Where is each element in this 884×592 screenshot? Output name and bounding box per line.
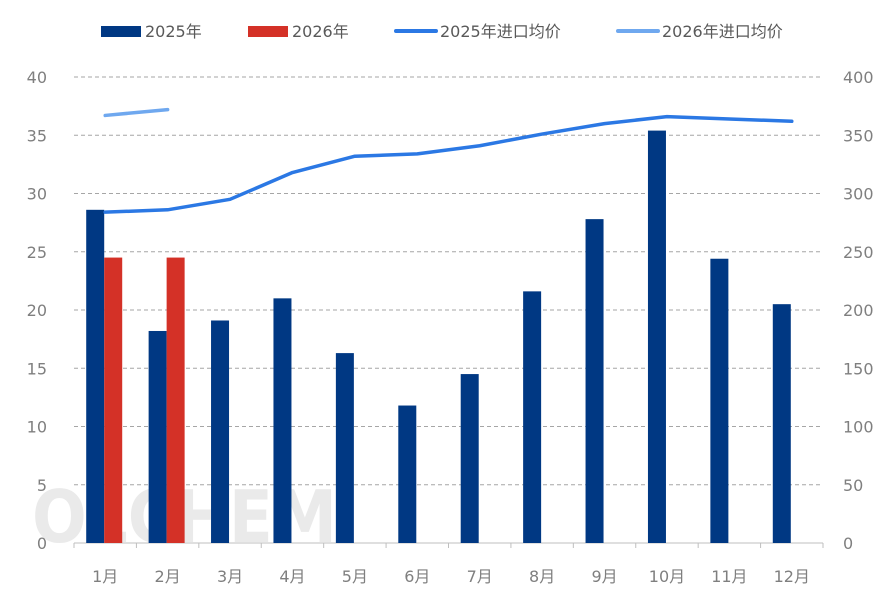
axes <box>73 542 824 548</box>
x-tick-label: 3月 <box>217 567 243 586</box>
gridlines <box>74 76 823 486</box>
bar-2025 <box>211 320 230 543</box>
x-tick-label: 8月 <box>529 567 555 586</box>
x-tick-label: 7月 <box>467 567 493 586</box>
y-left-tick-label: 5 <box>37 476 47 495</box>
bar-2025 <box>460 374 479 543</box>
y-left-tick-label: 10 <box>27 418 47 437</box>
bar-2026 <box>166 257 185 543</box>
x-tick-label: 9月 <box>591 567 617 586</box>
legend-swatch-1 <box>248 26 288 37</box>
y-right-tick-label: 100 <box>843 418 874 437</box>
legend-label-1: 2026年 <box>292 22 349 41</box>
bar-2026 <box>104 257 123 543</box>
bar-2025 <box>335 353 354 543</box>
y-right-tick-label: 250 <box>843 243 874 262</box>
bars <box>86 130 791 543</box>
x-tick-label: 2月 <box>155 567 181 586</box>
bar-2025 <box>523 291 542 543</box>
bar-2025 <box>273 298 292 543</box>
y-right-tick-label: 50 <box>843 476 863 495</box>
bar-2025 <box>148 330 167 543</box>
bar-2025 <box>585 219 604 543</box>
line-2026-price <box>103 107 170 118</box>
y-right-tick-label: 150 <box>843 359 874 378</box>
bar-2025 <box>710 258 729 543</box>
y-right-tick-label: 200 <box>843 301 874 320</box>
lines <box>103 107 794 214</box>
y-left-tick-label: 30 <box>27 185 47 204</box>
x-tick-label: 12月 <box>774 567 810 586</box>
bar-2025 <box>647 130 666 543</box>
tick-labels: 0510152025303540050100150200250300350400… <box>27 68 874 586</box>
legend-label-2: 2025年进口均价 <box>440 22 561 41</box>
y-left-tick-label: 25 <box>27 243 47 262</box>
x-tick-label: 6月 <box>404 567 430 586</box>
y-left-tick-label: 15 <box>27 359 47 378</box>
x-tick-label: 5月 <box>342 567 368 586</box>
y-left-tick-label: 20 <box>27 301 47 320</box>
x-tick-label: 11月 <box>711 567 747 586</box>
bar-2025 <box>772 304 791 543</box>
bar-2025 <box>86 209 105 543</box>
line-2025-price <box>103 114 794 214</box>
y-right-tick-label: 300 <box>843 185 874 204</box>
y-left-tick-label: 0 <box>37 534 47 553</box>
x-tick-label: 10月 <box>649 567 685 586</box>
legend-label-0: 2025年 <box>145 22 202 41</box>
y-left-tick-label: 40 <box>27 68 47 87</box>
bar-2025 <box>398 405 417 543</box>
y-right-tick-label: 400 <box>843 68 874 87</box>
legend: 2025年 2026年 2025年进口均价 2026年进口均价 <box>101 22 783 41</box>
y-left-tick-label: 35 <box>27 126 47 145</box>
x-tick-label: 4月 <box>279 567 305 586</box>
y-right-tick-label: 350 <box>843 126 874 145</box>
legend-label-3: 2026年进口均价 <box>662 22 783 41</box>
x-tick-label: 1月 <box>92 567 118 586</box>
y-right-tick-label: 0 <box>843 534 853 553</box>
legend-swatch-0 <box>101 26 141 37</box>
